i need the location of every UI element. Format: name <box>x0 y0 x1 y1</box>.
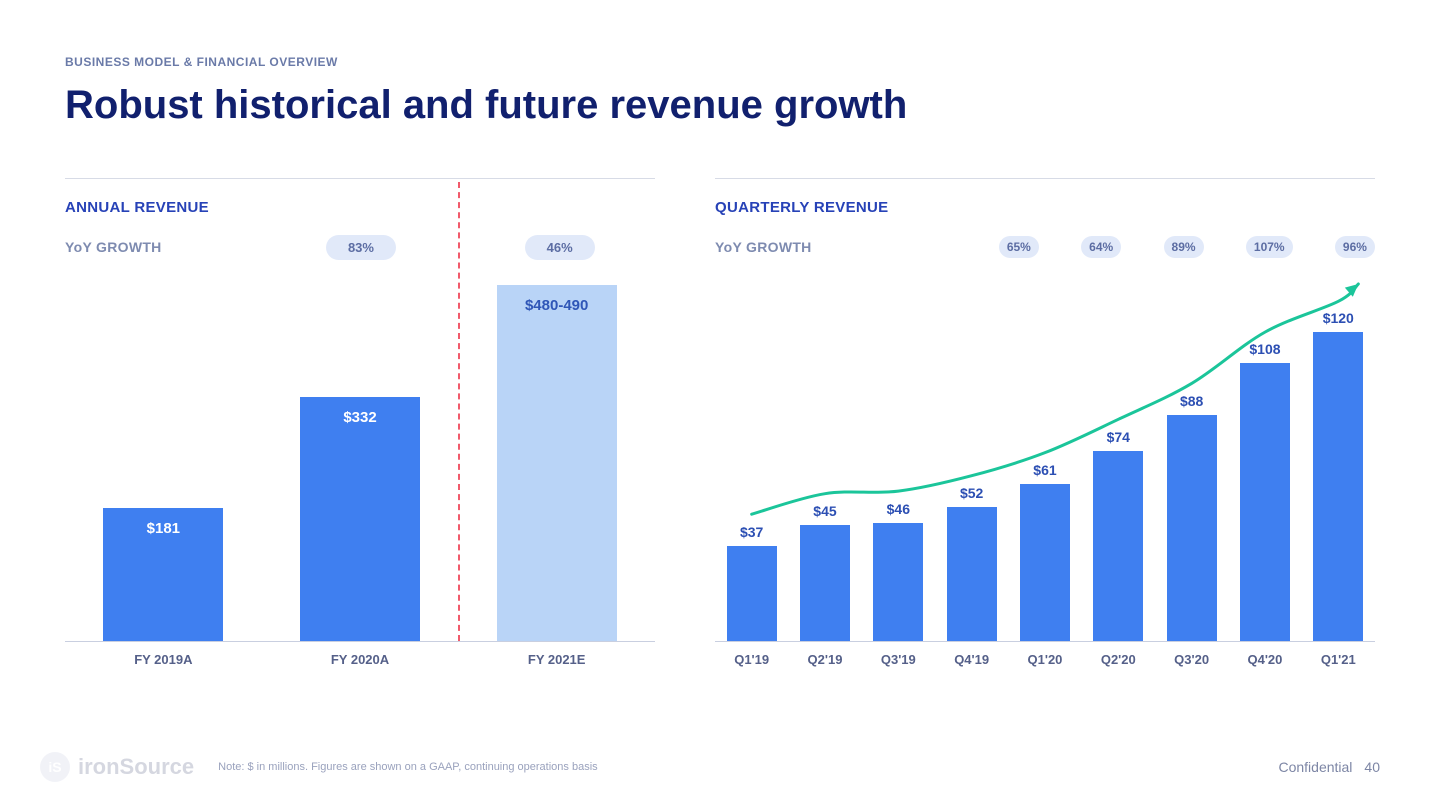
bar <box>873 523 923 641</box>
x-axis-label: FY 2021E <box>458 652 655 667</box>
x-axis-label: FY 2019A <box>65 652 262 667</box>
bar <box>1313 332 1363 641</box>
company-logo: iS ironSource <box>40 752 194 782</box>
page-title: Robust historical and future revenue gro… <box>65 83 1375 128</box>
quarterly-yoy-pill: 64% <box>1081 236 1121 258</box>
section-eyebrow: BUSINESS MODEL & FINANCIAL OVERVIEW <box>65 55 1375 69</box>
bar <box>947 507 997 641</box>
bar-column: $61 <box>1008 272 1081 641</box>
quarterly-section-title: QUARTERLY REVENUE <box>715 199 1375 216</box>
bar <box>800 525 850 641</box>
bar-column: $46 <box>862 272 935 641</box>
quarterly-yoy-label: YoY GROWTH <box>715 239 812 255</box>
bar <box>1093 451 1143 641</box>
x-axis-label: Q3'19 <box>862 652 935 667</box>
bar-column: $108 <box>1228 272 1301 641</box>
x-axis-label: Q1'21 <box>1302 652 1375 667</box>
bar-column: $480-490 <box>458 272 655 641</box>
bar-value-label: $61 <box>1033 462 1056 478</box>
quarterly-yoy-pill: 107% <box>1246 236 1293 258</box>
bar <box>1167 415 1217 641</box>
quarterly-revenue-panel: QUARTERLY REVENUE YoY GROWTH 65% 64% 89% 10… <box>715 178 1375 667</box>
quarterly-yoy-pill: 65% <box>999 236 1039 258</box>
logo-badge-icon: iS <box>40 752 70 782</box>
x-axis-label: Q1'19 <box>715 652 788 667</box>
x-axis-label: Q1'20 <box>1008 652 1081 667</box>
annual-section-title: ANNUAL REVENUE <box>65 199 655 216</box>
bar <box>1240 363 1290 641</box>
bar <box>1020 484 1070 641</box>
bar-column: $181 <box>65 272 262 641</box>
quarterly-yoy-pill: 89% <box>1164 236 1204 258</box>
bar <box>727 546 777 641</box>
x-axis-label: FY 2020A <box>262 652 459 667</box>
bar: $332 <box>300 397 420 641</box>
bar-column: $37 <box>715 272 788 641</box>
bar-value-label: $74 <box>1107 429 1130 445</box>
bar-value-label: $108 <box>1249 341 1280 357</box>
x-axis-label: Q4'20 <box>1228 652 1301 667</box>
bar-value-label: $45 <box>813 503 836 519</box>
bar-value-label: $46 <box>887 501 910 517</box>
annual-yoy-label: YoY GROWTH <box>65 239 162 255</box>
quarterly-x-axis: Q1'19Q2'19Q3'19Q4'19Q1'20Q2'20Q3'20Q4'20… <box>715 642 1375 667</box>
logo-text: ironSource <box>78 754 194 780</box>
bar-value-label: $120 <box>1323 310 1354 326</box>
annual-yoy-pill: 46% <box>525 235 595 260</box>
bar-value-label: $88 <box>1180 393 1203 409</box>
x-axis-label: Q3'20 <box>1155 652 1228 667</box>
x-axis-label: Q2'19 <box>788 652 861 667</box>
bar-column: $120 <box>1302 272 1375 641</box>
bar-column: $332 <box>262 272 459 641</box>
bar-column: $74 <box>1082 272 1155 641</box>
bar: $480-490 <box>497 285 617 641</box>
annual-bar-chart: $181 $332 $480-490 <box>65 272 655 642</box>
bar-column: $88 <box>1155 272 1228 641</box>
x-axis-label: Q2'20 <box>1082 652 1155 667</box>
quarterly-yoy-pill: 96% <box>1335 236 1375 258</box>
confidential-label: Confidential <box>1278 759 1352 775</box>
bar-value-label: $37 <box>740 524 763 540</box>
actual-estimate-divider <box>458 182 460 641</box>
annual-revenue-panel: ANNUAL REVENUE YoY GROWTH 83% 46% $181 $33… <box>65 178 655 667</box>
annual-x-axis: FY 2019AFY 2020AFY 2021E <box>65 642 655 667</box>
bar-value-label: $52 <box>960 485 983 501</box>
quarterly-yoy-pills: 65% 64% 89% 107% 96% <box>999 236 1375 258</box>
annual-yoy-pill: 83% <box>326 235 396 260</box>
x-axis-label: Q4'19 <box>935 652 1008 667</box>
bar: $181 <box>103 508 223 641</box>
quarterly-bar-chart: $37 $45 $46 $52 $61 $74 $88 $108 $120 <box>715 272 1375 642</box>
page-number: 40 <box>1364 759 1380 775</box>
footnote-text: Note: $ in millions. Figures are shown o… <box>218 761 598 773</box>
bar-column: $52 <box>935 272 1008 641</box>
bar-column: $45 <box>788 272 861 641</box>
